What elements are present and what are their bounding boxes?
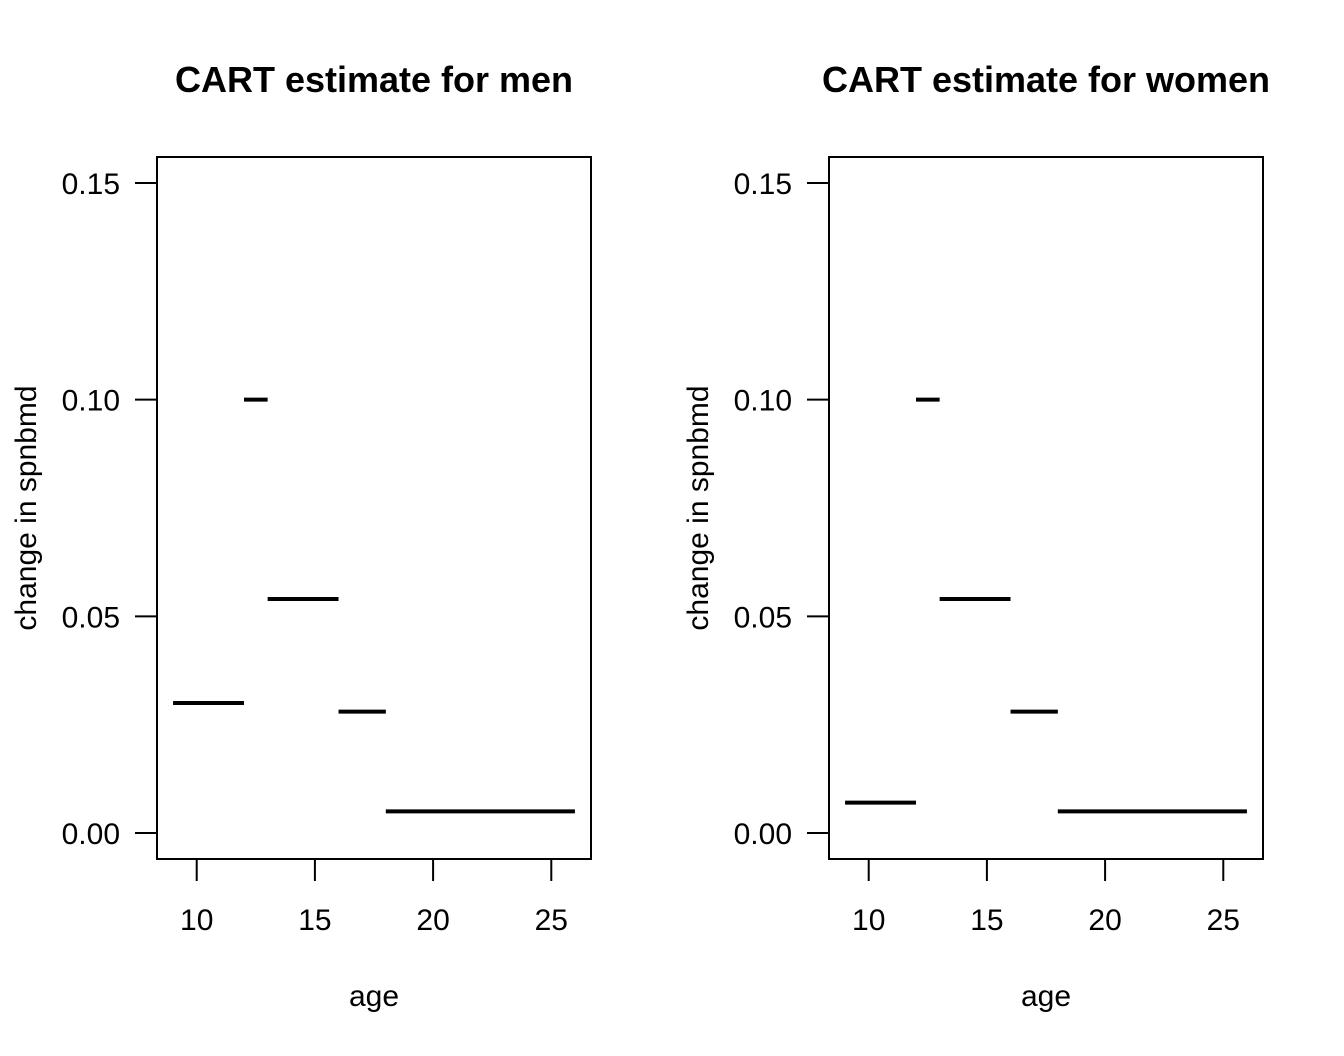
panel-men-y-axis: 0.00 0.05 0.10 0.15 <box>62 168 158 851</box>
panel-men-x-tick-label: 15 <box>298 904 331 937</box>
panel-women-x-axis-label: age <box>1021 980 1071 1013</box>
panel-men-x-tick-label: 20 <box>416 904 449 937</box>
panel-women-data-segments <box>845 397 1247 814</box>
panel-men-plot-frame <box>156 156 592 860</box>
panel-women-y-tick-label: 0.05 <box>734 601 792 634</box>
panel-women-x-tick-label: 10 <box>852 904 885 937</box>
panel-women-y-axis: 0.00 0.05 0.10 0.15 <box>734 168 830 851</box>
panel-women-x-tick-label: 15 <box>970 904 1003 937</box>
panel-men-x-axis: 10 15 20 25 <box>180 858 568 937</box>
panel-men-y-tick-label: 0.10 <box>62 385 120 418</box>
panel-men-y-tick-label: 0.05 <box>62 601 120 634</box>
panel-women-x-tick-label: 25 <box>1207 904 1240 937</box>
panel-men-y-tick-label: 0.15 <box>62 168 120 201</box>
panel-women-title: CART estimate for women <box>822 59 1270 100</box>
panel-men-x-tick-label: 10 <box>180 904 213 937</box>
panel-men-x-axis-label: age <box>349 980 399 1013</box>
panel-women-x-tick-label: 20 <box>1088 904 1121 937</box>
panel-women-y-tick-label: 0.10 <box>734 385 792 418</box>
panel-men-x-tick-label: 25 <box>535 904 568 937</box>
panel-men-y-axis-label: change in spnbmd <box>10 385 43 630</box>
panel-men-y-tick-label: 0.00 <box>62 818 120 851</box>
panel-women-y-axis-label: change in spnbmd <box>682 385 715 630</box>
panel-women: CART estimate for women 0.00 0.05 0.10 0.15… <box>682 59 1270 1013</box>
panel-women-x-axis: 10 15 20 25 <box>852 858 1240 937</box>
panel-men-data-segments <box>173 397 575 814</box>
panel-men: CART estimate for men 0.00 0.05 0.10 0.15 1… <box>10 59 592 1013</box>
panel-women-y-tick-label: 0.15 <box>734 168 792 201</box>
panel-women-y-tick-label: 0.00 <box>734 818 792 851</box>
panel-women-plot-frame <box>828 156 1264 860</box>
panel-men-title: CART estimate for men <box>175 59 573 100</box>
